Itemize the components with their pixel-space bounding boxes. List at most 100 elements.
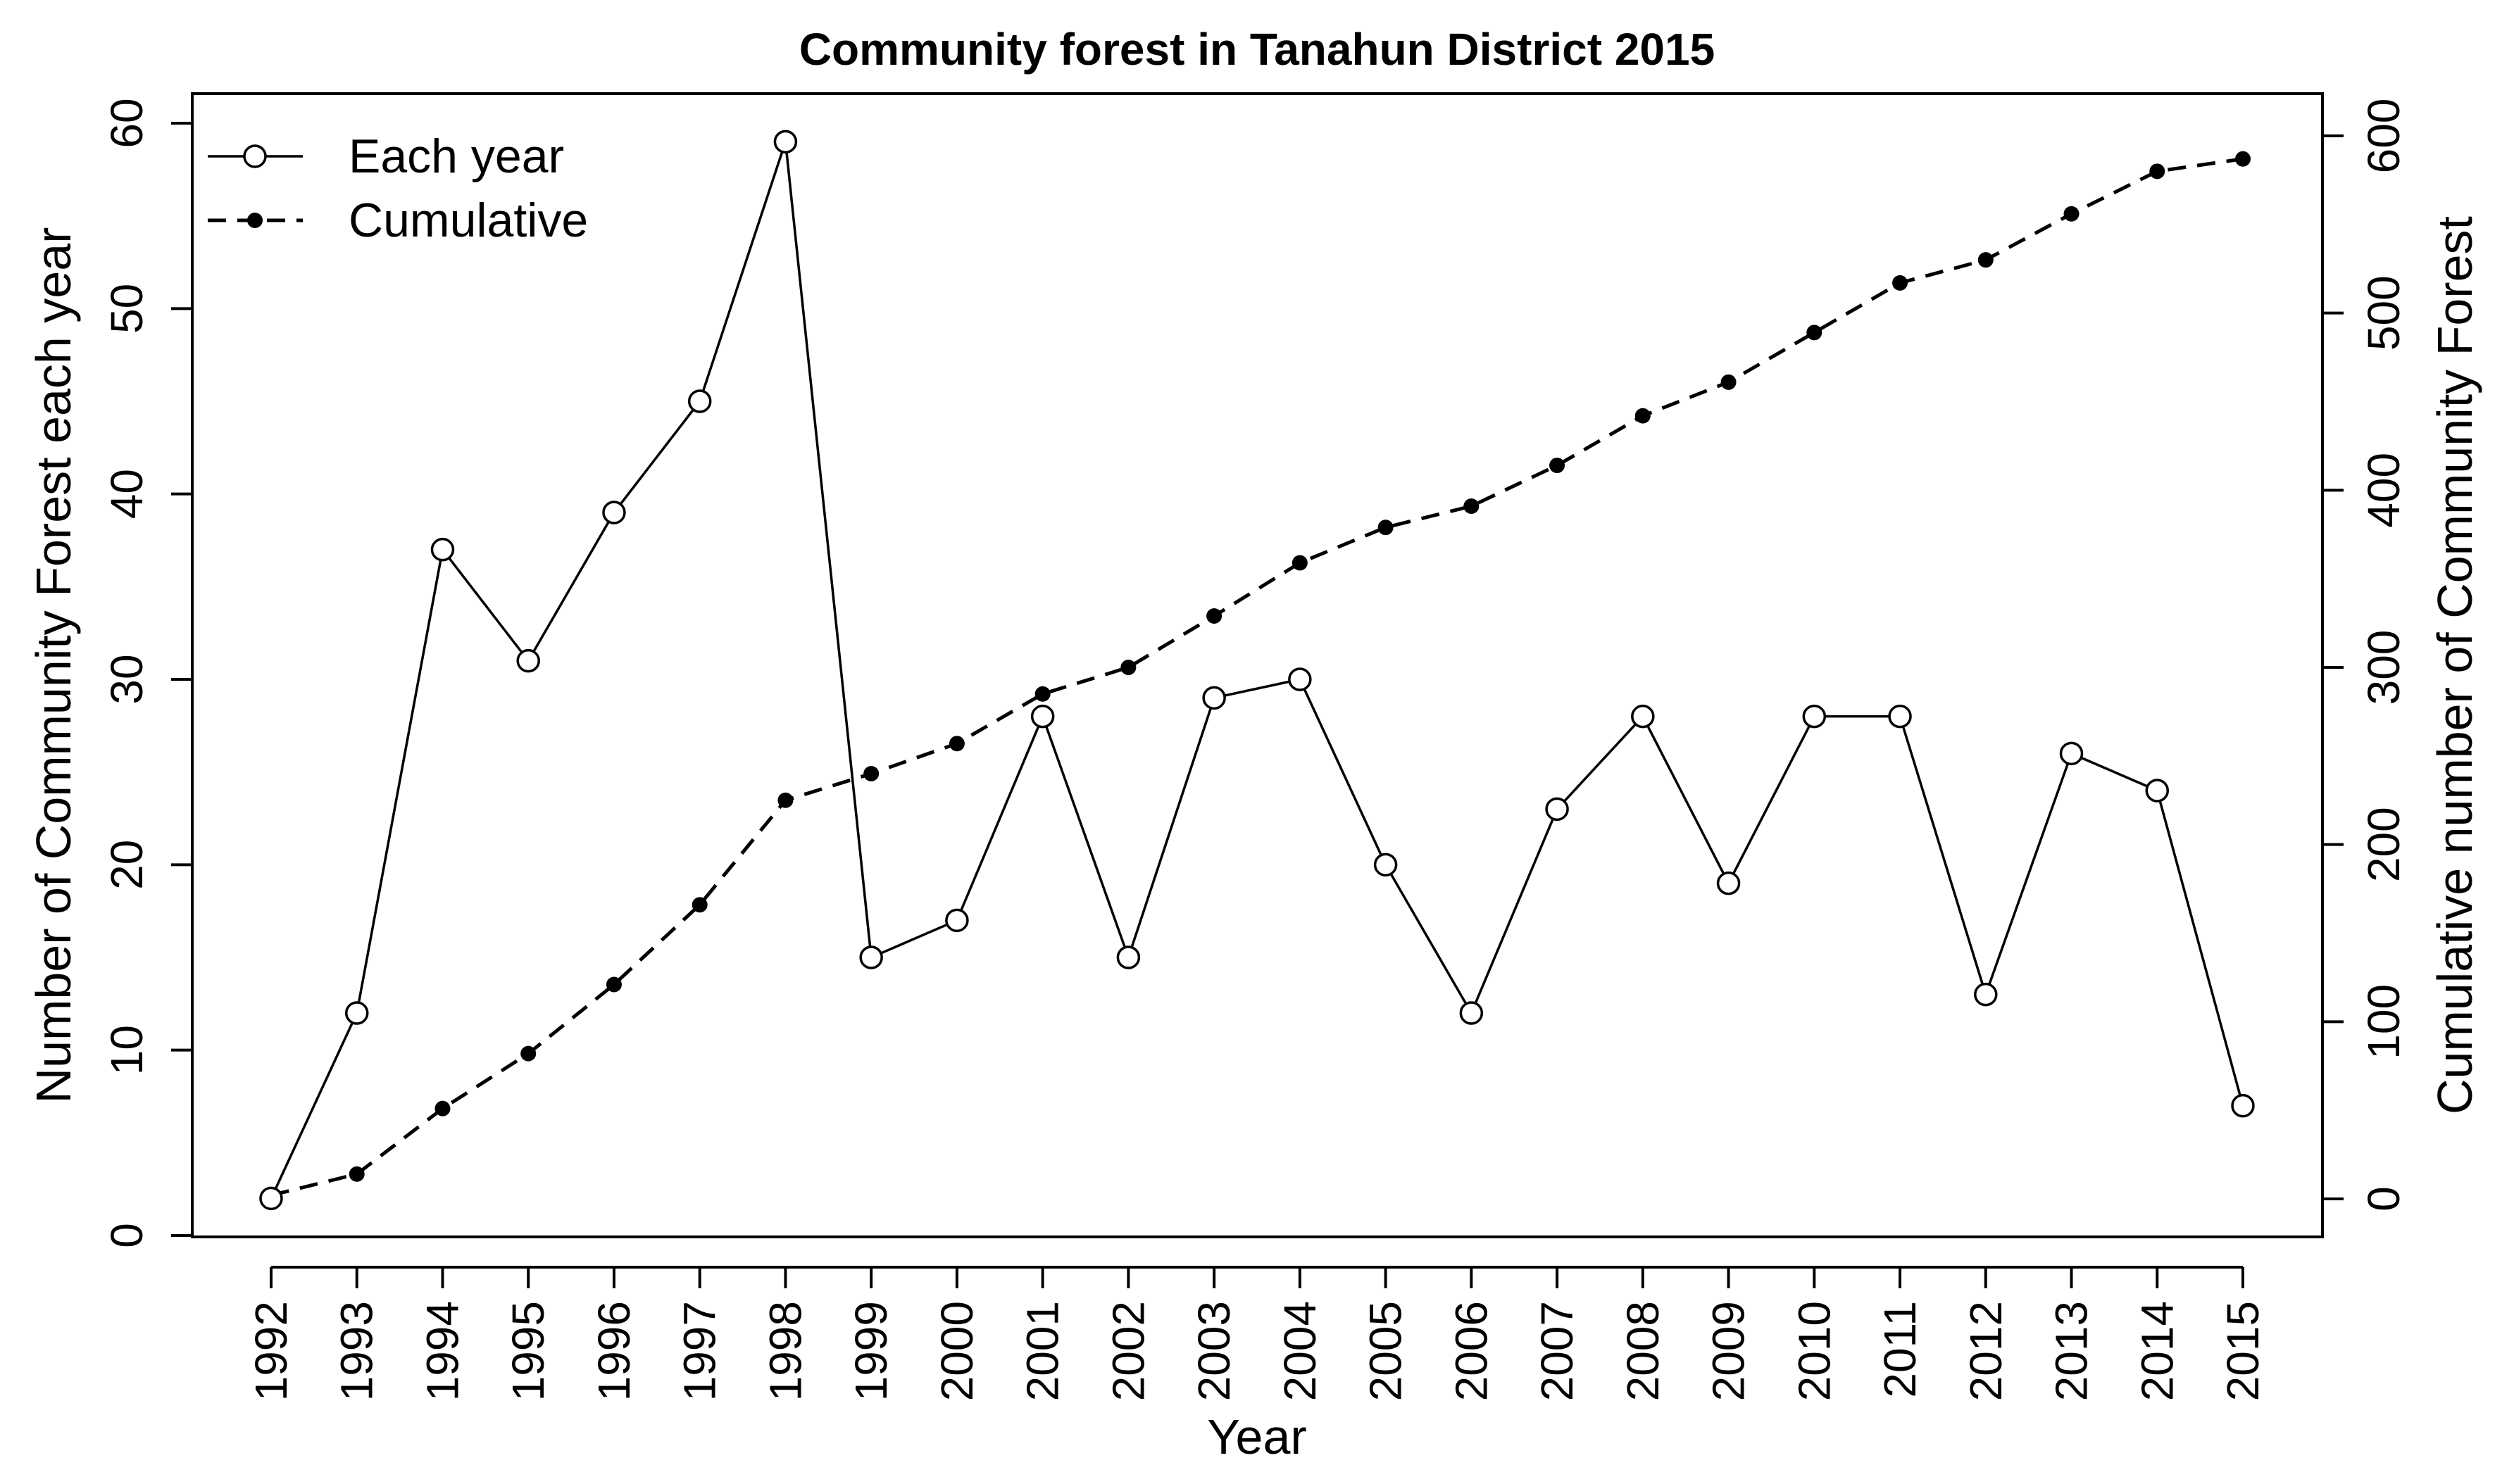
legend: Each year Cumulative — [208, 130, 588, 247]
x-tick-label: 2003 — [1189, 1301, 1239, 1401]
x-tick-label: 2009 — [1703, 1301, 1754, 1401]
each-year-point — [1030, 704, 1055, 729]
right-tick-label: 600 — [2358, 99, 2409, 174]
right-y-axis: 0 100 200 300 400 500 600 — [2321, 99, 2409, 1212]
each-year-point — [687, 389, 712, 413]
x-tick-label: 2000 — [932, 1301, 982, 1401]
left-tick-label: 40 — [101, 469, 152, 519]
each-year-point — [344, 1001, 369, 1025]
cumulative-point — [1206, 608, 1222, 624]
x-tick-label: 2015 — [2218, 1301, 2268, 1401]
each-year-point — [1888, 704, 1912, 729]
left-tick-label: 30 — [101, 654, 152, 704]
x-tick-label: 2013 — [2046, 1301, 2097, 1401]
each-year-point — [1116, 945, 1141, 969]
each-year-point — [1631, 704, 1655, 729]
x-tick-label: 2002 — [1103, 1301, 1153, 1401]
right-tick-label: 500 — [2358, 275, 2409, 351]
each-year-point — [516, 648, 540, 673]
x-tick-label: 2006 — [1446, 1301, 1496, 1401]
each-year-point — [1459, 1001, 1484, 1025]
cumulative-point — [1634, 408, 1651, 424]
legend-marker-each-year — [243, 144, 267, 168]
each-year-point — [2145, 779, 2170, 803]
cumulative-point — [606, 976, 622, 993]
cumulative-point — [1120, 660, 1137, 675]
cumulative-point — [1720, 374, 1737, 390]
legend-label-cumulative: Cumulative — [349, 194, 588, 247]
x-tick-label: 1995 — [503, 1301, 554, 1401]
each-year-point — [1545, 797, 1569, 822]
x-tick-label: 1997 — [675, 1301, 725, 1401]
each-year-point — [259, 1186, 283, 1211]
right-tick-label: 200 — [2358, 807, 2409, 882]
each-year-point — [773, 130, 798, 154]
each-year-point — [1974, 982, 1998, 1007]
x-tick-label: 2011 — [1875, 1301, 1925, 1398]
y-axis-label-left: Number of Community Forest each year — [26, 227, 81, 1104]
right-tick-label: 100 — [2358, 984, 2409, 1059]
left-tick-label: 50 — [101, 284, 152, 334]
cumulative-point — [2149, 163, 2165, 180]
legend-marker-cumulative — [247, 213, 263, 228]
legend-label-each-year: Each year — [349, 130, 564, 183]
x-tick-label: 2005 — [1361, 1301, 1411, 1401]
series-cumulative — [263, 151, 2251, 1203]
x-tick-label: 2004 — [1275, 1301, 1325, 1401]
left-tick-label: 20 — [101, 840, 152, 890]
x-tick-label: 2007 — [1532, 1301, 1582, 1401]
x-tick-label: 2012 — [1960, 1301, 2011, 1401]
each-year-point — [1716, 871, 1741, 895]
each-year-line — [270, 141, 2244, 1200]
x-tick-label: 1999 — [846, 1301, 896, 1401]
left-tick-label: 0 — [101, 1223, 152, 1248]
right-tick-label: 300 — [2358, 630, 2409, 705]
x-tick-label: 2001 — [1018, 1301, 1068, 1401]
x-tick-label: 1998 — [760, 1301, 811, 1401]
cumulative-point — [434, 1100, 451, 1117]
cumulative-point — [863, 766, 880, 781]
x-tick-label: 2008 — [1618, 1301, 1668, 1401]
right-tick-label: 0 — [2358, 1186, 2409, 1212]
x-tick-label: 1994 — [417, 1301, 468, 1401]
chart-title: Community forest in Tanahun District 201… — [799, 24, 1715, 75]
cumulative-point — [2063, 206, 2080, 222]
cumulative-point — [1977, 252, 1994, 268]
cumulative-point — [1463, 498, 1480, 514]
left-tick-label: 60 — [101, 98, 152, 148]
each-year-point — [602, 501, 626, 524]
left-y-axis: 0 10 20 30 40 50 60 — [101, 98, 194, 1248]
each-year-point — [859, 945, 883, 969]
cumulative-point — [1034, 686, 1051, 702]
x-tick-label: 1996 — [589, 1301, 639, 1401]
cumulative-point — [1292, 555, 1308, 571]
each-year-point — [945, 908, 969, 933]
each-year-point — [2231, 1093, 2255, 1118]
cumulative-point — [349, 1166, 365, 1182]
cumulative-line — [270, 157, 2244, 1197]
each-year-point — [1202, 686, 1226, 710]
x-axis: 1992 1993 1994 1995 1996 1997 1998 1999 2000 2001… — [246, 1266, 2268, 1401]
each-year-point — [1288, 667, 1312, 691]
cumulative-point — [1377, 520, 1394, 536]
x-tick-label: 1992 — [246, 1301, 296, 1401]
cumulative-point — [520, 1045, 537, 1062]
each-year-point — [430, 537, 455, 562]
left-tick-label: 10 — [101, 1025, 152, 1075]
each-year-point — [1373, 853, 1398, 877]
each-year-point — [2059, 741, 2084, 766]
cumulative-point — [2235, 151, 2251, 167]
x-axis-label: Year — [1207, 1409, 1306, 1464]
cumulative-point — [777, 792, 794, 808]
each-year-point — [1802, 704, 1827, 729]
series-each-year — [259, 130, 2255, 1211]
x-tick-label: 1993 — [332, 1301, 382, 1401]
x-tick-label: 2010 — [1789, 1301, 1839, 1401]
x-tick-label: 2014 — [2132, 1301, 2182, 1401]
y-axis-label-right: Cumulative number of Community Forest — [2427, 216, 2482, 1114]
cumulative-point — [949, 736, 965, 752]
right-tick-label: 400 — [2358, 453, 2409, 528]
cumulative-point — [692, 897, 708, 913]
cumulative-point — [1549, 458, 1565, 474]
